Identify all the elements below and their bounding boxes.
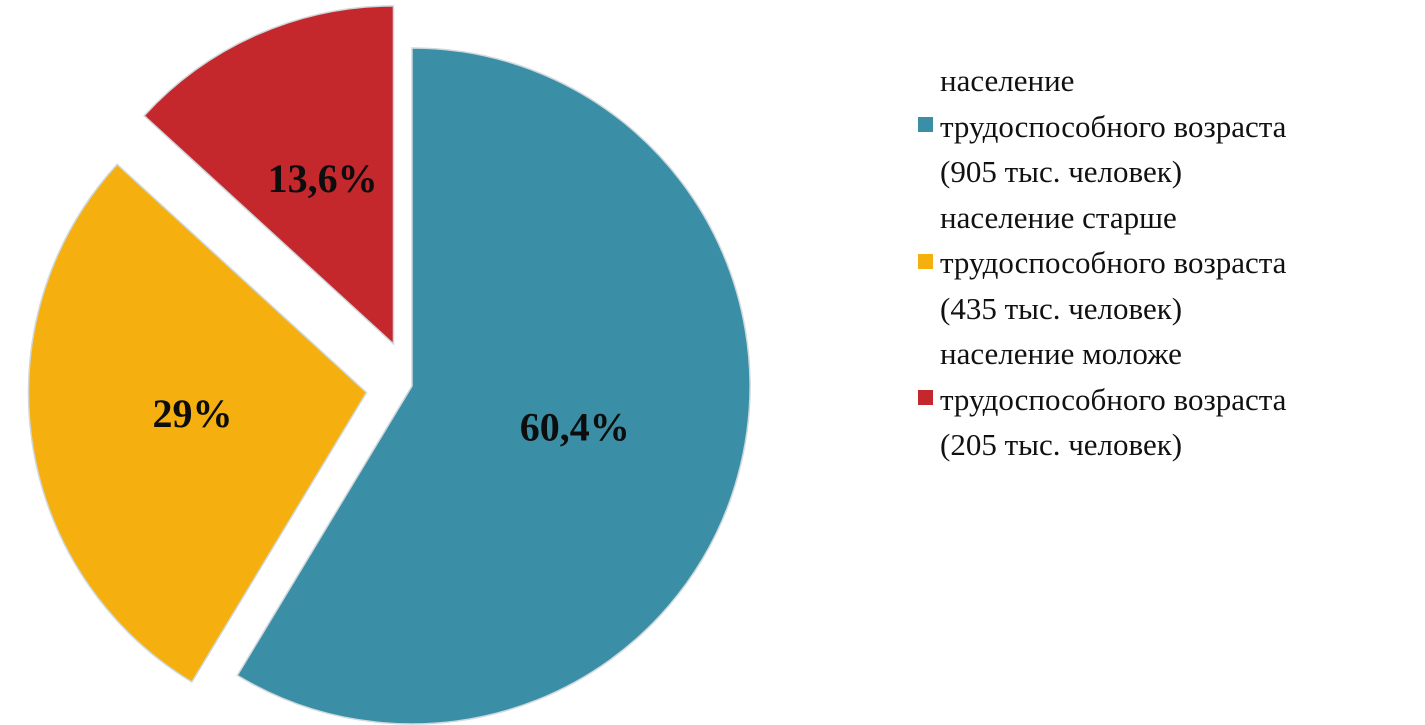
pie-slice-working-age xyxy=(236,47,751,725)
legend-label-above-working-age: население старше трудоспособного возраст… xyxy=(940,199,1287,326)
data-label-above-working-age: 29% xyxy=(153,391,233,436)
legend-label-below-working-age: население моложе трудоспособного возраст… xyxy=(940,336,1287,462)
data-label-below-working-age: 13,6% xyxy=(268,156,378,201)
legend-item-below-working-age: население моложе трудоспособного возраст… xyxy=(915,331,1420,468)
pie-slice-above-working-age xyxy=(27,163,368,683)
legend: население трудоспособного возраста (905 … xyxy=(915,58,1420,468)
legend-swatch-above-working-age xyxy=(918,253,933,269)
legend-swatch-working-age xyxy=(918,117,933,132)
data-label-working-age: 60,4% xyxy=(520,404,630,449)
legend-label-working-age: население трудоспособного возраста (905 … xyxy=(940,63,1287,189)
legend-item-above-working-age: население старше трудоспособного возраст… xyxy=(915,195,1420,332)
legend-item-working-age: население трудоспособного возраста (905 … xyxy=(915,58,1420,195)
pie-slice-below-working-age xyxy=(143,5,395,346)
legend-swatch-below-working-age xyxy=(918,390,933,405)
pie-plot-area: 60,4% 29% 13,6% xyxy=(27,5,751,725)
